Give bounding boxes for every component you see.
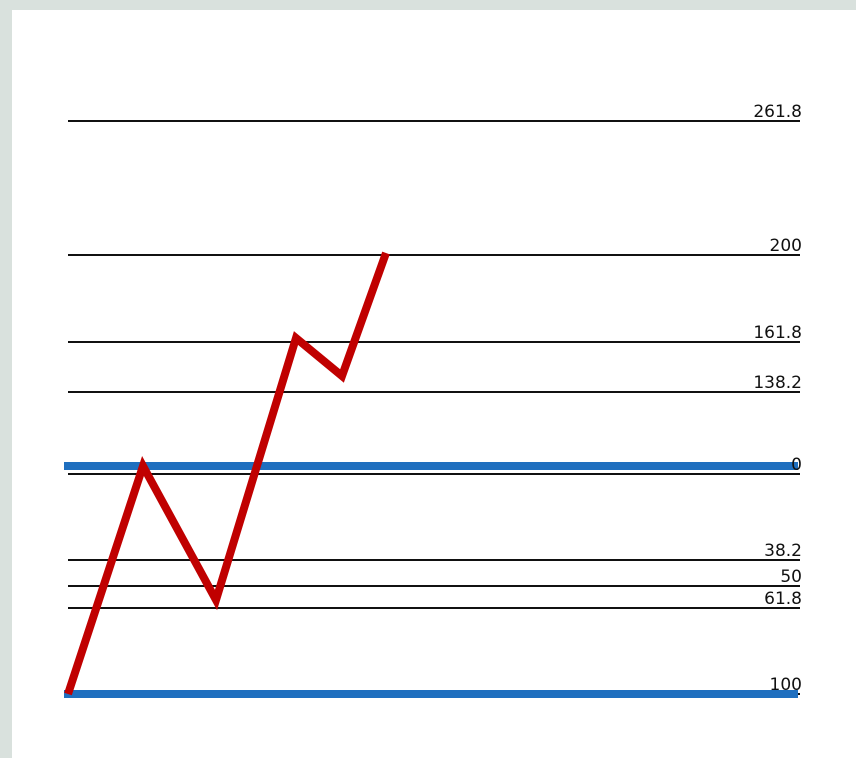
level-label-38-2: 38.2 bbox=[764, 541, 802, 561]
price-series bbox=[64, 251, 390, 696]
anchor-lines bbox=[64, 462, 798, 698]
level-label-161-8: 161.8 bbox=[753, 323, 802, 343]
level-label-138-2: 138.2 bbox=[753, 373, 802, 393]
level-label-200: 200 bbox=[770, 236, 802, 256]
chart-background bbox=[12, 10, 856, 758]
level-label-100: 100 bbox=[770, 675, 802, 695]
level-label-61-8: 61.8 bbox=[764, 589, 802, 609]
price-line bbox=[64, 251, 390, 696]
level-label-261-8: 261.8 bbox=[753, 102, 802, 122]
level-label-0: 0 bbox=[791, 455, 802, 475]
level-label-50: 50 bbox=[780, 567, 802, 587]
level-lines bbox=[68, 120, 800, 695]
